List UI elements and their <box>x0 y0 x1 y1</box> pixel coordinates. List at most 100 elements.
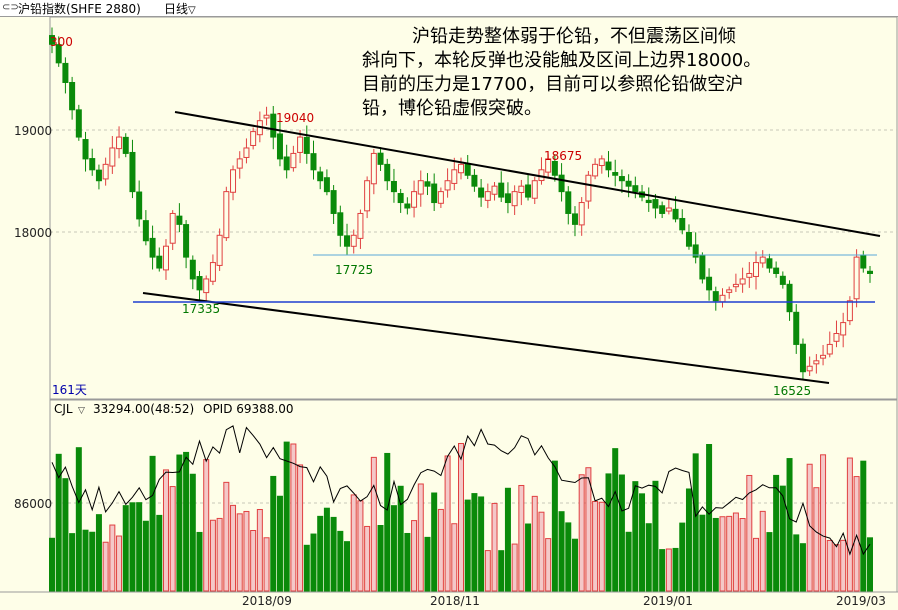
volume-bar <box>672 547 679 592</box>
candle-body <box>149 237 156 258</box>
lower-trendline <box>142 292 830 384</box>
volume-bar <box>276 495 283 592</box>
candle-body <box>344 235 351 247</box>
volume-bar <box>498 550 505 592</box>
price-label-top-clip: 300 <box>50 35 73 49</box>
x-tick-2019-03: 2019/03 <box>836 594 886 608</box>
candle-body <box>706 276 713 291</box>
volume-bar <box>310 533 317 592</box>
candle-body <box>726 289 733 293</box>
volume-bar <box>639 493 646 592</box>
volume-bar <box>846 457 853 592</box>
candle-body <box>820 354 827 359</box>
volume-bar <box>417 483 424 592</box>
volume-bar <box>236 513 243 592</box>
candle-body <box>263 114 270 119</box>
volume-bar <box>786 458 793 592</box>
volume-bar <box>833 544 840 592</box>
volume-bar <box>364 525 371 592</box>
volume-bar <box>826 539 833 592</box>
vol-tick-86000: 86000 <box>14 497 52 511</box>
candle-body <box>712 291 719 302</box>
candle-body <box>491 185 498 195</box>
link-icon[interactable]: ⊂⊃ <box>2 2 19 13</box>
candle-body <box>350 234 357 247</box>
volume-bar <box>55 453 62 592</box>
candle-body <box>417 180 424 195</box>
volume-bar <box>283 441 290 592</box>
volume-bar <box>793 534 800 592</box>
volume-bar <box>109 524 116 592</box>
candle-body <box>276 133 283 160</box>
candle-body <box>337 212 344 236</box>
candle-body <box>62 62 69 83</box>
volume-bar <box>518 484 525 592</box>
volume-bar <box>525 523 532 592</box>
price-label-17335: 17335 <box>182 302 220 316</box>
candle-body <box>323 177 330 193</box>
days-label: 161天 <box>52 383 87 397</box>
volume-bar <box>169 486 176 592</box>
volume-bar <box>766 532 773 592</box>
candle-body <box>692 244 699 258</box>
volume-bar <box>565 522 572 592</box>
volume-bars <box>49 441 873 592</box>
volume-bar <box>840 539 847 592</box>
volume-bar <box>779 485 786 592</box>
candle-body <box>424 181 431 187</box>
candle-body <box>679 217 686 231</box>
period-selector[interactable]: 日线▽ <box>164 0 196 17</box>
volume-bar <box>89 531 96 592</box>
x-tick-2018-09: 2018/09 <box>242 594 292 608</box>
volume-bar <box>297 464 304 592</box>
candle-body <box>786 283 793 313</box>
volume-bar <box>504 487 511 592</box>
candle-body <box>451 169 458 184</box>
period-label: 日线 <box>164 2 189 16</box>
volume-bar <box>491 502 498 592</box>
volume-bar <box>116 535 123 592</box>
annotation-line-3: 目前的压力是17700，目前可以参照伦铅做空沪 <box>362 74 743 95</box>
volume-bar <box>706 444 713 592</box>
candle-body <box>317 171 324 182</box>
candle-body <box>659 205 666 214</box>
volume-bar <box>692 453 699 592</box>
candle-body <box>618 176 625 182</box>
indicator-chevron-icon[interactable]: ▽ <box>78 406 85 416</box>
annotation-line-2: 斜向下，本轮反弹也没能触及区间上边界18000。 <box>362 50 761 71</box>
volume-bar <box>196 531 203 592</box>
y-tick-18000: 18000 <box>14 226 52 240</box>
volume-bar <box>813 487 820 592</box>
candle-body <box>437 191 444 204</box>
volume-bar <box>397 485 404 592</box>
volume-bar <box>317 515 324 592</box>
candle-body <box>290 152 297 169</box>
candle-body <box>571 213 578 225</box>
candle-body <box>122 136 129 154</box>
candle-body <box>216 234 223 266</box>
volume-bar <box>679 522 686 592</box>
candle-body <box>867 270 873 274</box>
volume-bar <box>176 454 183 592</box>
candle-body <box>766 258 773 269</box>
candle-body <box>196 276 203 291</box>
candle-body <box>598 158 605 167</box>
volume-bar <box>773 474 780 592</box>
volume-bar <box>189 473 196 592</box>
volume-bar <box>753 537 760 592</box>
volume-bar <box>632 481 639 592</box>
candle-body <box>303 136 310 154</box>
volume-bar <box>531 495 538 592</box>
volume-bar <box>618 474 625 592</box>
candle-body <box>558 174 565 193</box>
volume-bar <box>424 536 431 592</box>
candle-body <box>665 207 672 212</box>
indicator-name[interactable]: CJL <box>54 402 73 416</box>
volume-bar <box>330 516 337 592</box>
price-label-18675: 18675 <box>544 149 582 163</box>
upper-trendline <box>174 111 881 237</box>
volume-bar <box>243 510 250 592</box>
volume-bar <box>598 501 605 592</box>
indicator-name-text: CJL <box>54 402 73 416</box>
candle-body <box>95 169 102 182</box>
